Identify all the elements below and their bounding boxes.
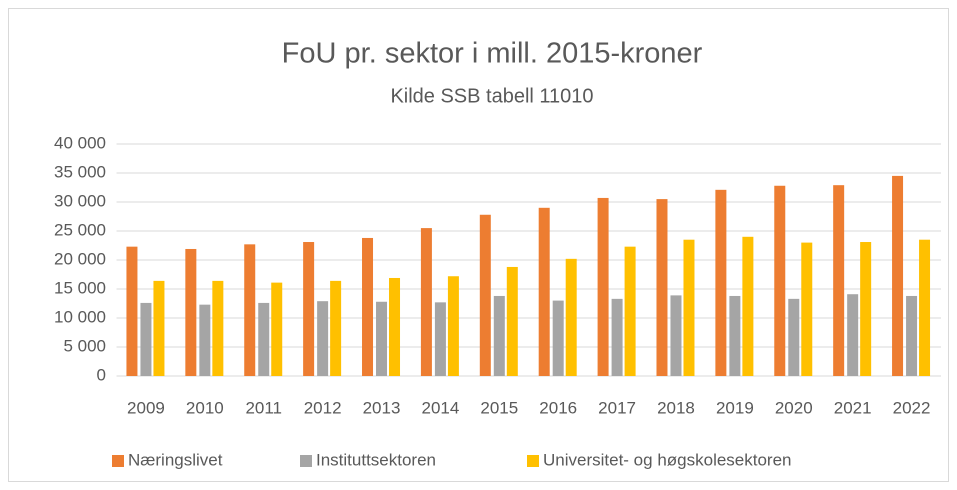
chart-title: FoU pr. sektor i mill. 2015-kroner [282,38,703,70]
x-tick-label: 2015 [480,398,518,417]
x-tick-label: 2014 [421,398,459,417]
bar [774,185,786,376]
bar [597,197,609,376]
x-tick-label: 2012 [304,398,342,417]
bar [538,207,550,376]
x-tick-label: 2022 [893,398,931,417]
bar [683,239,695,376]
bar [906,295,918,376]
x-tick-label: 2019 [716,398,754,417]
bar [801,242,813,376]
y-tick-label: 35 000 [54,162,106,181]
bar [199,304,211,376]
bar [362,237,374,376]
y-tick-label: 0 [97,365,106,384]
legend-label: Universitet- og høgskolesektoren [543,450,792,469]
bar [670,295,682,376]
bar [552,300,564,376]
bar [847,294,859,376]
bar [317,301,329,376]
x-tick-label: 2009 [127,398,165,417]
legend-label: Instituttsektoren [316,450,436,469]
x-tick-label: 2018 [657,398,695,417]
y-tick-label: 20 000 [54,249,106,268]
bar [833,185,845,376]
bar [493,295,505,376]
y-tick-label: 30 000 [54,191,106,210]
bar [258,302,270,376]
y-tick-label: 25 000 [54,220,106,239]
bar [611,298,623,376]
x-tick-label: 2016 [539,398,577,417]
x-tick-label: 2017 [598,398,636,417]
x-tick-label: 2013 [363,398,401,417]
bar [729,295,741,376]
x-tick-label: 2010 [186,398,224,417]
bar [126,246,138,376]
x-tick-label: 2020 [775,398,813,417]
chart-subtitle: Kilde SSB tabell 11010 [390,85,593,107]
legend-swatch [300,455,312,467]
bar [153,280,165,376]
bar [420,228,432,376]
bar [330,280,342,376]
bar [892,175,904,376]
bar [303,242,315,376]
bar [140,302,152,376]
legend-swatch [527,455,539,467]
x-tick-label: 2011 [245,398,282,417]
bar [860,242,872,376]
bar [389,277,401,376]
legend-label: Næringslivet [128,450,223,469]
bar [788,298,800,376]
bar [624,246,636,376]
chart-frame [8,8,949,482]
y-tick-label: 10 000 [54,307,106,326]
bar [742,236,754,376]
bar [185,248,197,376]
y-tick-label: 40 000 [54,133,106,152]
bar [565,258,577,376]
y-tick-label: 15 000 [54,278,106,297]
bar [244,244,256,376]
bar [715,189,727,376]
bar [506,266,518,376]
bar [919,239,931,376]
bar [434,302,446,376]
bar [271,282,283,376]
legend-swatch [112,455,124,467]
bar [376,301,388,376]
bar [656,199,668,376]
bar [447,276,459,376]
bar [212,280,224,376]
y-tick-label: 5 000 [63,336,106,355]
bar [479,214,491,376]
x-tick-label: 2021 [834,398,872,417]
